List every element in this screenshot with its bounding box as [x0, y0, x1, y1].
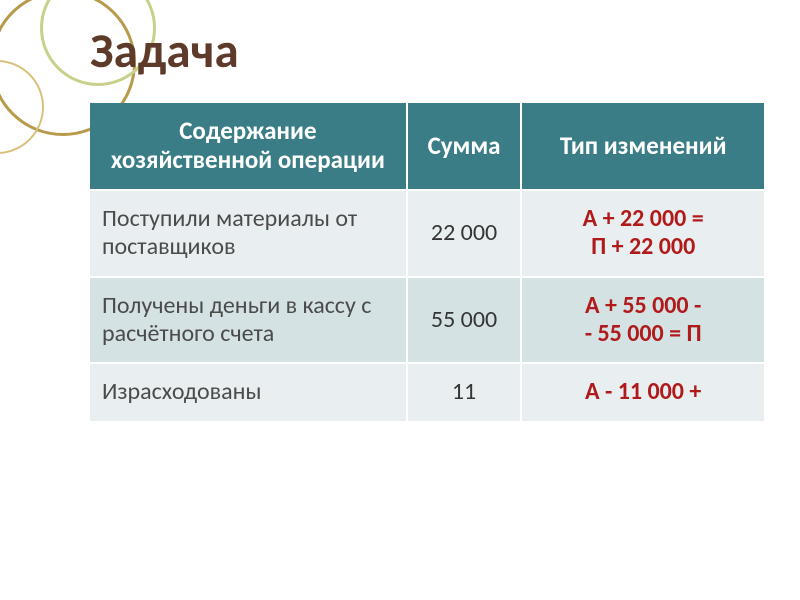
- cell-description: Получены деньги в кассу с расчётного сче…: [102, 291, 371, 348]
- table-row: Получены деньги в кассу с расчётного сче…: [90, 277, 764, 364]
- cell-description: Израсходованы: [102, 377, 261, 406]
- slide-content: Задача Содержание хозяйственной операции…: [0, 0, 800, 421]
- slide-title: Задача: [90, 26, 764, 77]
- table-row: Поступили материалы от поставщиков 22 00…: [90, 190, 764, 277]
- col-header-change: Тип изменений: [521, 103, 764, 190]
- table-body: Поступили материалы от поставщиков 22 00…: [90, 190, 764, 421]
- table-header: Содержание хозяйственной операции Сумма …: [90, 103, 764, 190]
- accounting-table: Содержание хозяйственной операции Сумма …: [90, 103, 764, 420]
- slide: Задача Содержание хозяйственной операции…: [0, 0, 800, 600]
- col-header-description: Содержание хозяйственной операции: [90, 103, 407, 190]
- table-row: Израсходованы 11 А - 11 000 +: [90, 363, 764, 420]
- cell-amount: 55 000: [431, 305, 497, 334]
- cell-amount: 22 000: [431, 218, 497, 247]
- cell-change: А - 11 000 +: [585, 377, 701, 406]
- cell-amount: 11: [452, 377, 476, 406]
- cell-change: А + 55 000 -- 55 000 = П: [585, 291, 702, 348]
- cell-description: Поступили материалы от поставщиков: [102, 204, 357, 261]
- col-header-amount: Сумма: [407, 103, 522, 190]
- cell-change: А + 22 000 =П + 22 000: [583, 204, 704, 261]
